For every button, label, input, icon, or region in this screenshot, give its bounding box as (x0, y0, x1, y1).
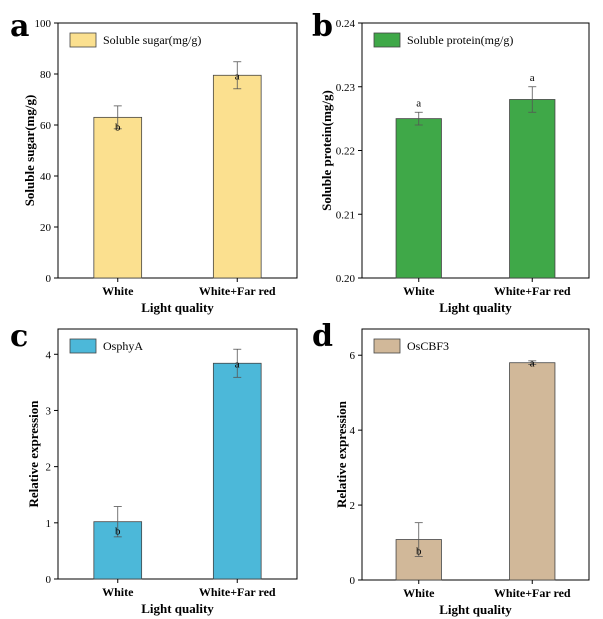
plot-frame (57, 328, 298, 580)
legend-label: OsCBF3 (407, 339, 449, 353)
y-tick-label: 100 (35, 18, 52, 30)
bar (509, 362, 556, 581)
y-axis-title: Soluble protein(mg/g) (319, 90, 334, 211)
y-tick-label: 0.22 (336, 146, 355, 158)
legend-swatch (373, 338, 401, 354)
bar (212, 74, 262, 279)
y-tick-label: 60 (40, 120, 52, 132)
panel-letter: a (10, 9, 29, 44)
plot-frame (57, 22, 298, 279)
significance-label: a (530, 72, 535, 84)
x-axis-title: Light quality (439, 602, 512, 617)
x-tick-label: White+Far red (199, 284, 276, 298)
chart-panel-d: d 0 2 4 6 b White a White+Far red Light quality Re… (312, 319, 590, 617)
significance-label: b (115, 526, 121, 538)
legend-label: OsphyA (103, 339, 143, 353)
panel-letter: b (312, 9, 333, 44)
y-tick-label: 0.21 (336, 209, 355, 221)
y-tick-label: 80 (40, 69, 52, 81)
y-tick-label: 1 (46, 518, 52, 530)
significance-label: a (416, 97, 421, 109)
panel-letter: d (312, 319, 333, 354)
legend-label: Soluble sugar(mg/g) (103, 33, 201, 47)
bar (212, 362, 262, 580)
x-axis-title: Light quality (141, 300, 214, 315)
y-tick-label: 0.24 (336, 18, 356, 30)
y-tick-label: 40 (40, 171, 52, 183)
x-axis-title: Light quality (439, 300, 512, 315)
y-tick-label: 0 (350, 575, 356, 587)
y-tick-label: 0.20 (336, 273, 356, 285)
y-tick-label: 0 (46, 273, 52, 285)
y-axis-title: Soluble sugar(mg/g) (22, 95, 37, 207)
x-tick-label: White+Far red (199, 585, 276, 599)
plot-frame (361, 328, 590, 581)
y-axis-title: Relative expression (334, 400, 349, 508)
legend-swatch (69, 338, 97, 354)
significance-label: b (416, 546, 422, 558)
y-tick-label: 0 (46, 574, 52, 586)
significance-label: b (115, 121, 121, 133)
legend-swatch (69, 32, 97, 48)
legend-label: Soluble protein(mg/g) (407, 33, 513, 47)
y-tick-label: 2 (46, 462, 52, 474)
x-axis-title: Light quality (141, 601, 214, 616)
x-tick-label: White (403, 284, 435, 298)
bar (395, 118, 442, 279)
bar (509, 99, 556, 279)
legend-swatch (373, 32, 401, 48)
chart-panel-a: a 0 20 40 60 80 100 b White a White+Far red Light q… (10, 9, 298, 315)
y-tick-label: 20 (40, 222, 52, 234)
x-tick-label: White (102, 585, 134, 599)
y-tick-label: 6 (350, 350, 356, 362)
significance-label: a (235, 70, 240, 82)
y-tick-label: 2 (350, 500, 356, 512)
significance-label: a (530, 358, 535, 370)
y-tick-label: 0.23 (336, 82, 356, 94)
y-tick-label: 3 (46, 405, 52, 417)
x-tick-label: White (102, 284, 134, 298)
significance-label: a (235, 358, 240, 370)
x-tick-label: White+Far red (494, 284, 571, 298)
chart-panel-b: b 0.20 0.21 0.22 0.23 0.24 a White a White+Far re… (312, 9, 590, 315)
x-tick-label: White+Far red (494, 586, 571, 600)
x-tick-label: White (403, 586, 435, 600)
y-axis-title: Relative expression (26, 400, 41, 508)
y-tick-label: 4 (46, 349, 52, 361)
chart-panel-c: c 0 1 2 3 4 b White a White+Far red Light quality R… (10, 319, 298, 616)
bar (93, 116, 143, 279)
panel-letter: c (10, 319, 28, 354)
y-tick-label: 4 (350, 425, 356, 437)
